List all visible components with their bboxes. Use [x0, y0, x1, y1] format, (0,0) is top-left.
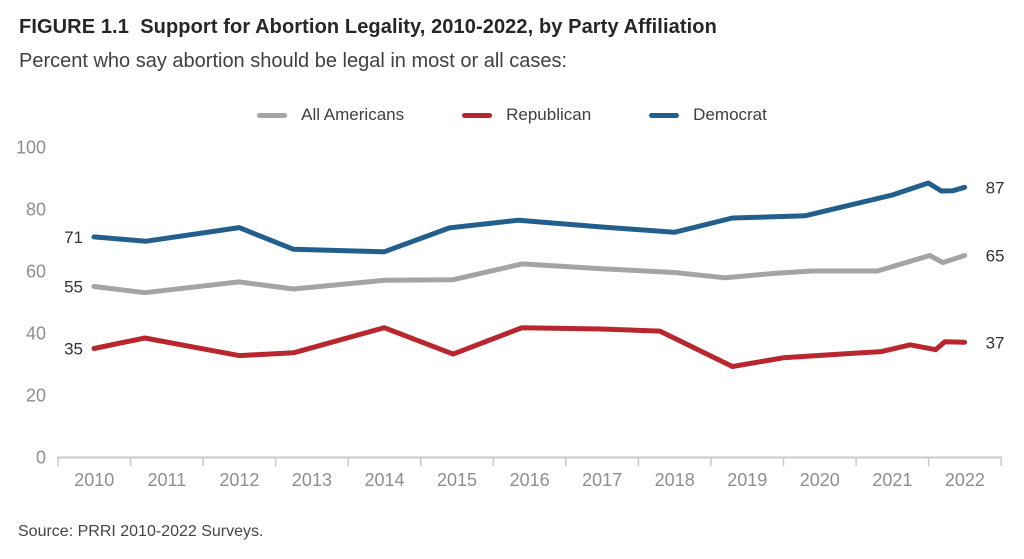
legend-label-democrat: Democrat — [693, 105, 767, 124]
legend-item-republican: Republican — [462, 105, 591, 125]
y-axis-label: 40 — [26, 324, 46, 344]
legend-label-republican: Republican — [506, 105, 592, 124]
legend-item-all-americans: All Americans — [257, 105, 404, 125]
x-axis-label: 2012 — [219, 470, 259, 490]
x-axis-label: 2014 — [364, 470, 404, 490]
series-start-value-democrat: 71 — [64, 228, 83, 247]
x-axis-label: 2022 — [945, 470, 985, 490]
x-axis-label: 2015 — [437, 470, 477, 490]
series-end-value-all-americans: 65 — [986, 247, 1005, 266]
legend-swatch-democrat — [649, 112, 680, 118]
x-axis-label: 2020 — [800, 470, 840, 490]
x-axis-label: 2011 — [147, 470, 186, 490]
legend-label-all-americans: All Americans — [301, 105, 405, 124]
x-axis-label: 2019 — [727, 470, 767, 490]
figure-title: FIGURE 1.1 Support for Abortion Legality… — [19, 16, 717, 38]
x-axis-label: 2016 — [510, 470, 550, 490]
series-start-value-all-americans: 55 — [64, 278, 83, 297]
y-axis-label: 100 — [16, 138, 46, 158]
series-end-value-republican: 37 — [986, 333, 1005, 352]
x-axis-label: 2018 — [655, 470, 695, 490]
series-start-value-republican: 35 — [64, 340, 83, 359]
legend-swatch-republican — [462, 112, 493, 118]
series-line-all-americans — [91, 253, 968, 296]
chart-legend: All Americans Republican Democrat — [0, 105, 1024, 125]
y-axis-label: 20 — [26, 386, 46, 406]
figure-subtitle: Percent who say abortion should be legal… — [19, 50, 568, 72]
x-axis-label: 2013 — [292, 470, 332, 490]
series-line-republican — [91, 325, 968, 369]
series-line-democrat — [91, 180, 968, 255]
source-note: Source: PRRI 2010-2022 Surveys. — [18, 523, 264, 540]
y-axis-label: 60 — [26, 262, 46, 282]
x-axis-label: 2010 — [74, 470, 114, 490]
legend-item-democrat: Democrat — [649, 105, 767, 125]
x-axis-label: 2017 — [582, 470, 622, 490]
x-axis-label: 2021 — [872, 470, 912, 490]
y-axis-label: 80 — [26, 200, 46, 220]
y-axis-label: 0 — [36, 448, 46, 468]
legend-swatch-all-americans — [257, 112, 288, 118]
series-end-value-democrat: 87 — [986, 178, 1005, 197]
